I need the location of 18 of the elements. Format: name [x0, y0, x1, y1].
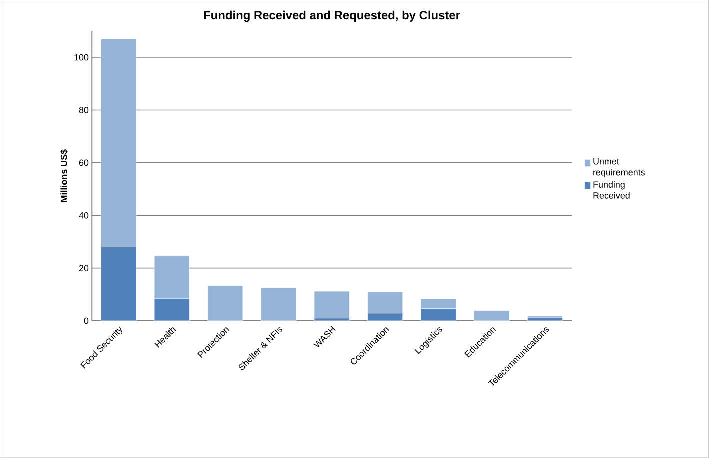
y-tick-label: 0: [84, 318, 89, 324]
y-tick-label: 80: [79, 106, 89, 114]
legend-label: Unmet requirements: [594, 158, 645, 178]
bar: [101, 38, 137, 248]
bar: [420, 298, 456, 310]
y-tick-label: 20: [79, 265, 89, 272]
y-axis-title: Millions US$: [60, 150, 68, 202]
bar: [314, 291, 350, 319]
bar: [260, 288, 296, 321]
legend-label: Funding Received: [594, 181, 630, 199]
bar: [368, 292, 404, 314]
chart-title: Funding Received and Requested, by Cluster: [204, 10, 460, 22]
y-tick-label: 100: [74, 54, 89, 61]
bar: [474, 310, 510, 321]
bar: [208, 285, 244, 321]
y-tick-label: 40: [79, 212, 89, 219]
bar: [154, 256, 190, 299]
y-tick-label: 60: [79, 160, 89, 166]
